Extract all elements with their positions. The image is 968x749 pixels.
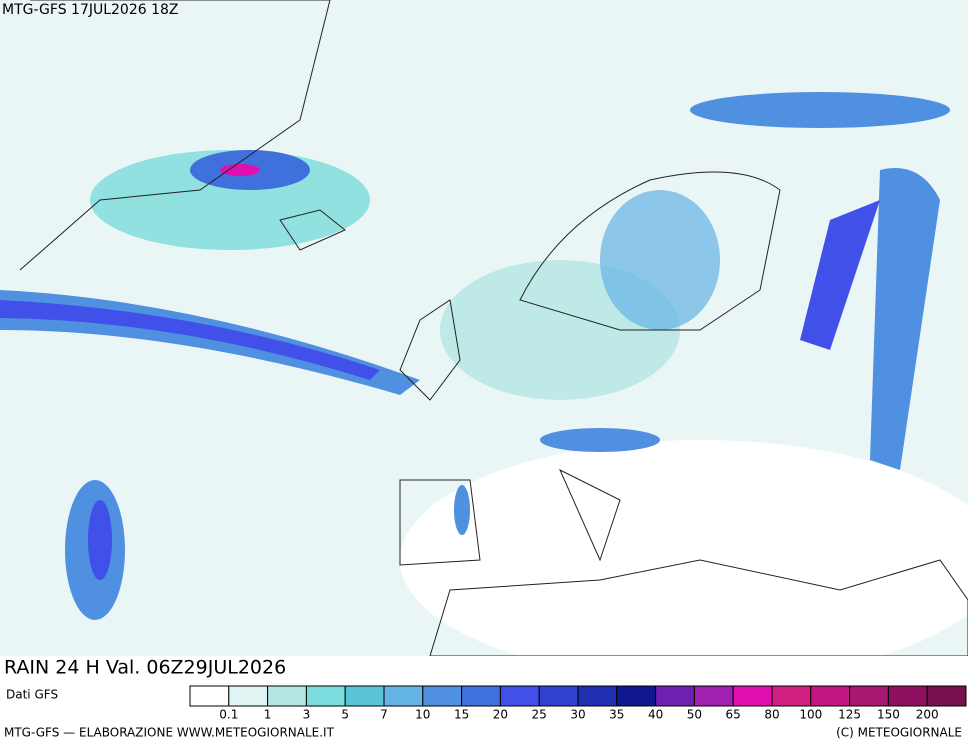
footer-left: MTG-GFS — ELABORAZIONE WWW.METEOGIORNALE…: [4, 726, 335, 740]
legend-swatch: [926, 685, 967, 707]
map: [0, 0, 968, 657]
legend-swatch: [344, 685, 385, 707]
legend-label: 20: [493, 708, 508, 722]
legend-swatch: [693, 685, 734, 707]
legend-swatch: [267, 685, 307, 707]
legend-label: 0.1: [219, 708, 238, 722]
legend-label: 15: [454, 708, 469, 722]
legend-swatch: [771, 685, 812, 707]
legend-label: 125: [838, 708, 861, 722]
run-label: MTG-GFS 17JUL2026 18Z: [2, 2, 179, 18]
legend-swatch: [538, 685, 579, 707]
legend-swatch: [616, 685, 657, 707]
legend-swatch: [422, 685, 463, 707]
legend-swatch: [849, 685, 889, 707]
legend-swatch: [577, 685, 618, 707]
legend-label: 50: [687, 708, 702, 722]
legend-swatch: [732, 685, 773, 707]
legend-swatch: [887, 685, 928, 707]
legend-swatch: [499, 685, 540, 707]
legend-label: 7: [380, 708, 388, 722]
legend-label: 65: [726, 708, 741, 722]
legend-label: 80: [764, 708, 779, 722]
legend-swatch: [655, 685, 695, 707]
legend-swatch: [189, 685, 230, 707]
legend-swatch: [228, 685, 269, 707]
legend-label: 35: [609, 708, 624, 722]
legend-label: 30: [570, 708, 585, 722]
legend-label: 5: [341, 708, 349, 722]
legend-swatch: [383, 685, 424, 707]
legend-label: 3: [303, 708, 311, 722]
legend-label: 1: [264, 708, 272, 722]
legend-label: 25: [532, 708, 547, 722]
legend-label: 150: [877, 708, 900, 722]
legend-label: 40: [648, 708, 663, 722]
map-title: RAIN 24 H Val. 06Z29JUL2026: [4, 657, 286, 679]
legend-swatch: [305, 685, 346, 707]
legend-swatch: [810, 685, 851, 707]
footer-right: (C) METEOGIORNALE: [836, 726, 962, 740]
legend: 0.1 1 3 5 7 10 15 20 25 30 35 40 50 65 80 100 125 150 200: [189, 685, 967, 722]
legend-swatch: [461, 685, 501, 707]
legend-label: 200: [916, 708, 939, 722]
data-source: Dati GFS: [6, 688, 58, 702]
legend-label: 100: [799, 708, 822, 722]
legend-label: 10: [415, 708, 430, 722]
